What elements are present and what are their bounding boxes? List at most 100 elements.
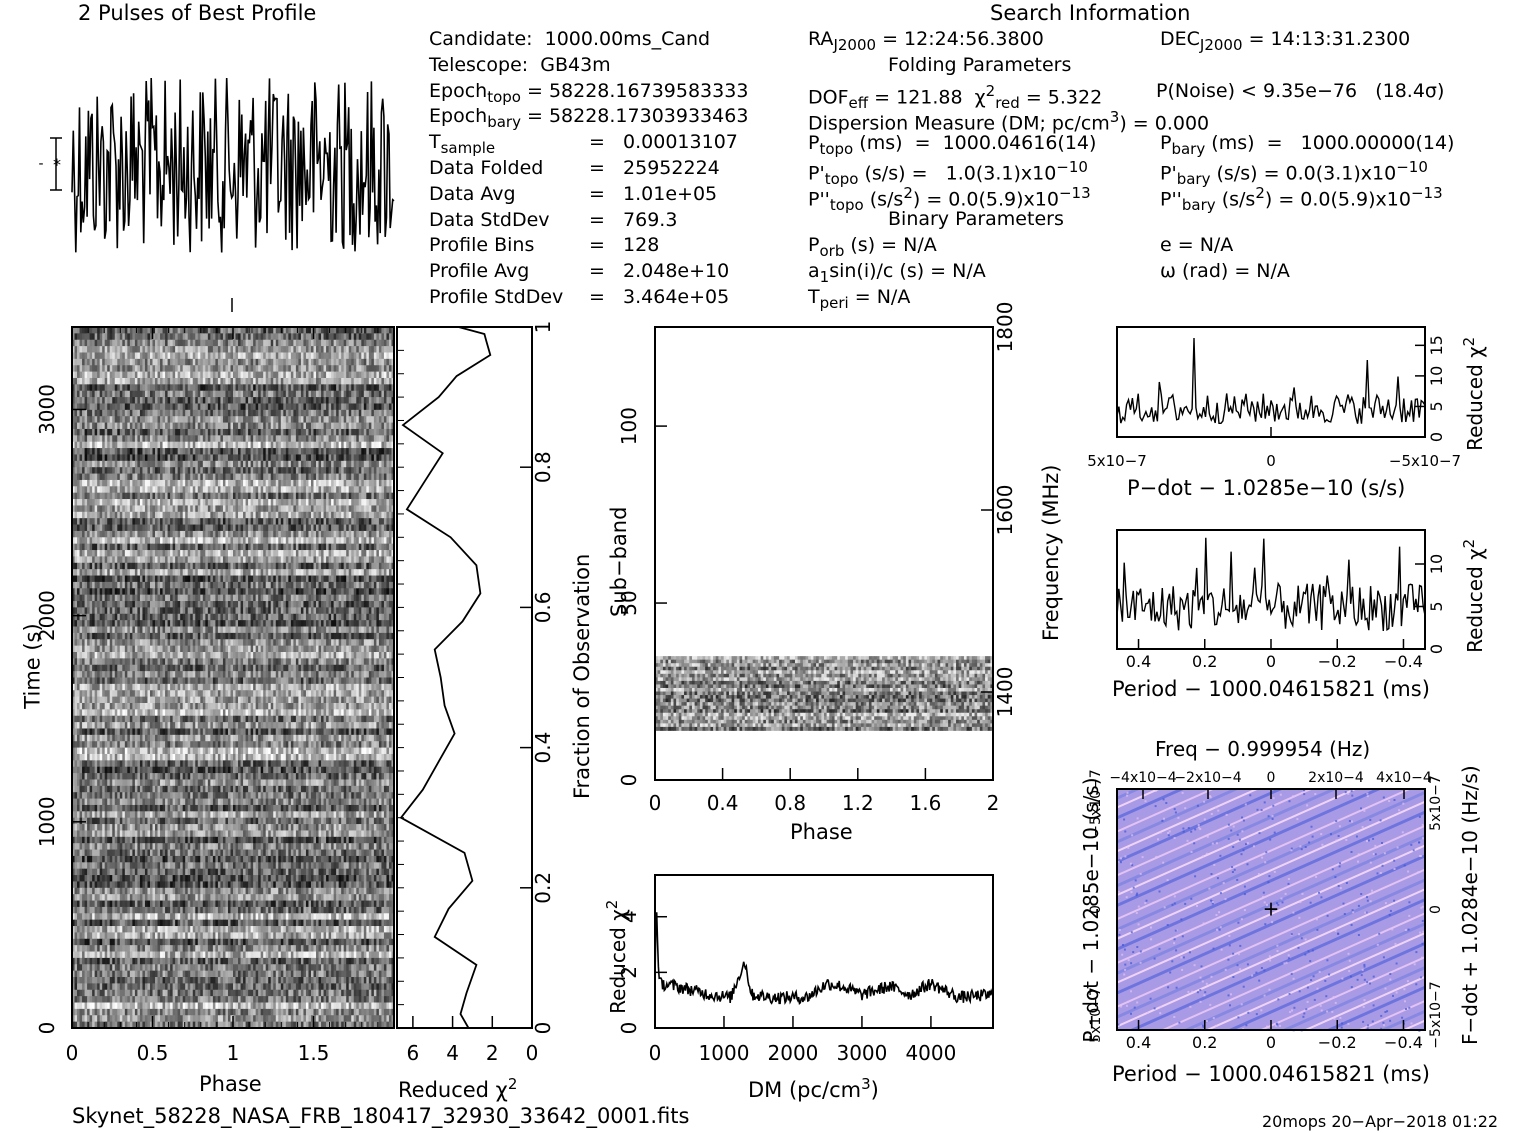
timephase-cell [318, 441, 322, 449]
timephase-cell [368, 403, 372, 411]
timephase-cell [89, 486, 93, 494]
timephase-cell [308, 339, 312, 347]
timephase-cell [280, 346, 284, 353]
timephase-cell [378, 377, 382, 385]
timephase-cell [102, 518, 106, 525]
timephase-cell [310, 339, 314, 347]
timephase-cell [316, 346, 319, 353]
timephase-cell [160, 416, 163, 423]
timephase-cell [233, 505, 236, 513]
timephase-cell [165, 441, 168, 449]
timephase-cell [149, 333, 153, 341]
timephase-cell [318, 403, 322, 411]
timephase-cell [323, 499, 327, 506]
timephase-cell [217, 562, 221, 570]
timephase-cell [263, 518, 267, 525]
timephase-cell [348, 448, 352, 455]
timephase-cell [368, 543, 372, 551]
timephase-cell [328, 550, 332, 557]
timephase-cell [119, 416, 123, 423]
timephase-cell [371, 397, 375, 404]
timephase-cell [268, 530, 272, 538]
timephase-cell [235, 499, 239, 506]
timephase-cell [137, 467, 141, 474]
timephase-cell [180, 556, 184, 564]
timephase-cell [87, 448, 91, 455]
timephase-cell [82, 333, 85, 341]
timephase-cell [180, 403, 184, 411]
timephase-cell [200, 486, 204, 494]
timephase-cell [177, 352, 181, 360]
timephase-cell [318, 454, 322, 462]
timephase-cell [144, 518, 148, 525]
timephase-cell [112, 377, 116, 385]
timephase-cell [295, 467, 299, 474]
timephase-cell [117, 467, 121, 474]
timephase-cell [300, 460, 304, 468]
timephase-cell [87, 518, 91, 525]
timephase-cell [132, 486, 136, 494]
timephase-cell [386, 511, 390, 519]
timephase-cell [134, 339, 138, 347]
timephase-cell [132, 403, 136, 411]
timephase-cell [157, 569, 161, 576]
timephase-cell [283, 479, 287, 487]
timephase-cell [368, 479, 372, 487]
timephase-cell [278, 409, 282, 417]
timephase-cell [381, 473, 385, 481]
timephase-cell [353, 441, 357, 449]
timephase-cell [124, 492, 128, 500]
timephase-cell [79, 441, 83, 449]
timephase-cell [207, 339, 211, 347]
timephase-cell [358, 403, 362, 411]
timephase-cell [172, 339, 176, 347]
timephase-cell [89, 448, 93, 455]
timephase-cell [104, 377, 108, 385]
timephase-cell [187, 346, 191, 353]
timephase-cell [177, 422, 181, 430]
timephase-cell [235, 479, 239, 487]
timephase-cell [157, 556, 161, 564]
timephase-cell [313, 543, 317, 551]
timephase-cell [250, 467, 254, 474]
timephase-cell [353, 479, 357, 487]
timephase-cell [142, 550, 146, 557]
timephase-cell [137, 505, 141, 513]
timephase-cell [293, 492, 297, 500]
timephase-cell [338, 448, 342, 455]
timephase-cell [149, 467, 153, 474]
timephase-cell [172, 352, 176, 360]
timephase-cell [356, 492, 360, 500]
timephase-cell [99, 543, 103, 551]
timephase-cell [368, 486, 372, 494]
timephase-cell [165, 499, 168, 506]
timephase-cell [129, 486, 133, 494]
timephase-cell [149, 562, 153, 570]
timephase-cell [238, 435, 241, 443]
timephase-cell [79, 473, 83, 481]
timephase-cell [260, 346, 264, 353]
timephase-cell [381, 422, 385, 430]
timephase-cell [258, 473, 262, 481]
timephase-cell [180, 460, 184, 468]
timephase-cell [107, 530, 111, 538]
timephase-cell [305, 365, 309, 373]
timephase-cell [378, 441, 382, 449]
timephase-cell [250, 384, 254, 392]
timephase-cell [386, 543, 390, 551]
timephase-cell [351, 371, 355, 379]
timephase-cell [351, 530, 355, 538]
timephase-cell [278, 416, 282, 423]
timephase-cell [356, 550, 360, 557]
timephase-cell [210, 473, 214, 481]
timephase-cell [258, 562, 262, 570]
timephase-cell [285, 327, 289, 334]
timephase-cell [298, 409, 302, 417]
timephase-cell [185, 530, 189, 538]
timephase-cell [87, 390, 91, 398]
timephase-cell [185, 327, 189, 334]
timephase-cell [185, 486, 189, 494]
timephase-cell [290, 518, 294, 525]
timephase-cell [378, 543, 382, 551]
timephase-cell [152, 422, 156, 430]
